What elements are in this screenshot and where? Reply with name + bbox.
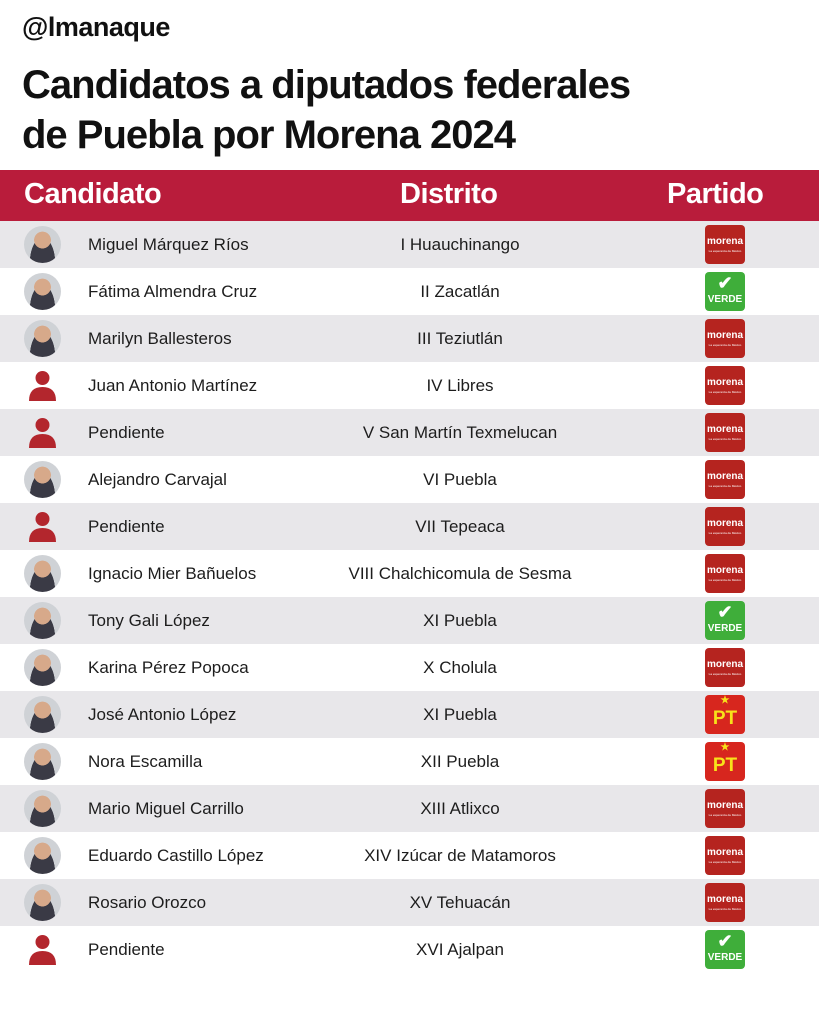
candidate-photo [24,273,61,310]
district-name: XI Puebla [423,705,497,724]
morena-logo-icon: morena La esperanza de México [705,836,745,875]
pending-user-icon [24,931,61,968]
title-line-1: Candidatos a diputados federales [22,63,631,107]
candidate-name: Nora Escamilla [88,752,203,771]
candidate-photo [24,320,61,357]
candidate-photo [24,226,61,263]
table-row: Ignacio Mier Bañuelos VIII Chalchicomula … [0,550,819,597]
table-header: Candidato Distrito Partido [0,170,819,221]
pending-user-icon [24,414,61,451]
header-candidate: Candidato [24,178,162,210]
table-row: Eduardo Castillo López XIV Izúcar de Mata… [0,832,819,879]
table-row: Marilyn Ballesteros III Teziutlán morena La… [0,315,819,362]
district-name: II Zacatlán [420,282,500,301]
table-row: Alejandro Carvajal VI Puebla morena La espe… [0,456,819,503]
table-row: Mario Miguel Carrillo XIII Atlixco morena L… [0,785,819,832]
candidate-photo [24,837,61,874]
morena-logo-icon: morena La esperanza de México [705,225,745,264]
district-name: XVI Ajalpan [416,940,504,959]
brand-handle: @lmanaque [22,12,170,42]
candidate-photo [24,743,61,780]
district-name: XI Puebla [423,611,497,630]
district-name: XIV Izúcar de Matamoros [364,846,556,865]
morena-logo-icon: morena La esperanza de México [705,413,745,452]
candidate-name: Pendiente [88,940,165,959]
candidate-photo [24,602,61,639]
candidate-name: Mario Miguel Carrillo [88,799,244,818]
candidate-name: Alejandro Carvajal [88,470,227,489]
table-row: José Antonio López XI Puebla ★ PT [0,691,819,738]
candidate-name: Eduardo Castillo López [88,846,264,865]
table-row: Nora Escamilla XII Puebla ★ PT [0,738,819,785]
morena-logo-icon: morena La esperanza de México [705,554,745,593]
district-name: VI Puebla [423,470,497,489]
candidate-name: Marilyn Ballesteros [88,329,232,348]
table-row: Tony Gali López XI Puebla ✔ VERDE [0,597,819,644]
candidate-photo [24,555,61,592]
table-row: Fátima Almendra Cruz II Zacatlán ✔ VERDE [0,268,819,315]
pt-logo-icon: ★ PT [705,742,745,781]
verde-logo-icon: ✔ VERDE [705,272,745,311]
table-row: Karina Pérez Popoca X Cholula morena La esp… [0,644,819,691]
candidate-name: Pendiente [88,517,165,536]
candidates-table: Miguel Márquez Ríos I Huauchinango morena L… [0,221,819,973]
candidate-name: Juan Antonio Martínez [88,376,258,395]
table-row: Pendiente V San Martín Texmelucan morena La… [0,409,819,456]
pending-user-icon [24,508,61,545]
candidate-photo [24,461,61,498]
candidate-name: José Antonio López [88,705,237,724]
verde-logo-icon: ✔ VERDE [705,601,745,640]
table-row: Pendiente VII Tepeaca morena La esperanza d… [0,503,819,550]
district-name: XII Puebla [420,752,500,771]
district-name: VIII Chalchicomula de Sesma [348,564,572,583]
candidate-name: Pendiente [88,423,165,442]
district-name: VII Tepeaca [415,517,505,536]
header-party: Partido [667,178,764,210]
title-line-2: de Puebla por Morena 2024 [22,113,516,157]
candidate-name: Rosario Orozco [88,893,207,912]
morena-logo-icon: morena La esperanza de México [705,789,745,828]
candidate-photo [24,790,61,827]
candidate-name: Tony Gali López [88,611,210,630]
table-row: Juan Antonio Martínez IV Libres morena La e… [0,362,819,409]
table-row: Rosario Orozco XV Tehuacán morena La espera… [0,879,819,926]
morena-logo-icon: morena La esperanza de México [705,460,745,499]
district-name: I Huauchinango [400,235,520,254]
district-name: III Teziutlán [417,329,503,348]
district-name: XIII Atlixco [420,799,500,818]
page-title: Candidatos a diputados federales de Pueb… [22,60,631,160]
candidate-name: Fátima Almendra Cruz [88,282,258,301]
table-row: Pendiente XVI Ajalpan ✔ VERDE [0,926,819,973]
district-name: X Cholula [423,658,497,677]
morena-logo-icon: morena La esperanza de México [705,319,745,358]
candidate-photo [24,696,61,733]
district-name: V San Martín Texmelucan [362,423,558,442]
district-name: XV Tehuacán [409,893,511,912]
pt-logo-icon: ★ PT [705,695,745,734]
verde-logo-icon: ✔ VERDE [705,930,745,969]
morena-logo-icon: morena La esperanza de México [705,883,745,922]
morena-logo-icon: morena La esperanza de México [705,366,745,405]
pending-user-icon [24,367,61,404]
candidate-name: Miguel Márquez Ríos [88,235,249,254]
header-district: Distrito [400,178,498,210]
candidate-name: Ignacio Mier Bañuelos [88,564,257,583]
candidate-name: Karina Pérez Popoca [88,658,249,677]
morena-logo-icon: morena La esperanza de México [705,648,745,687]
morena-logo-icon: morena La esperanza de México [705,507,745,546]
table-row: Miguel Márquez Ríos I Huauchinango morena L… [0,221,819,268]
district-name: IV Libres [426,376,494,395]
candidate-photo [24,884,61,921]
candidate-photo [24,649,61,686]
